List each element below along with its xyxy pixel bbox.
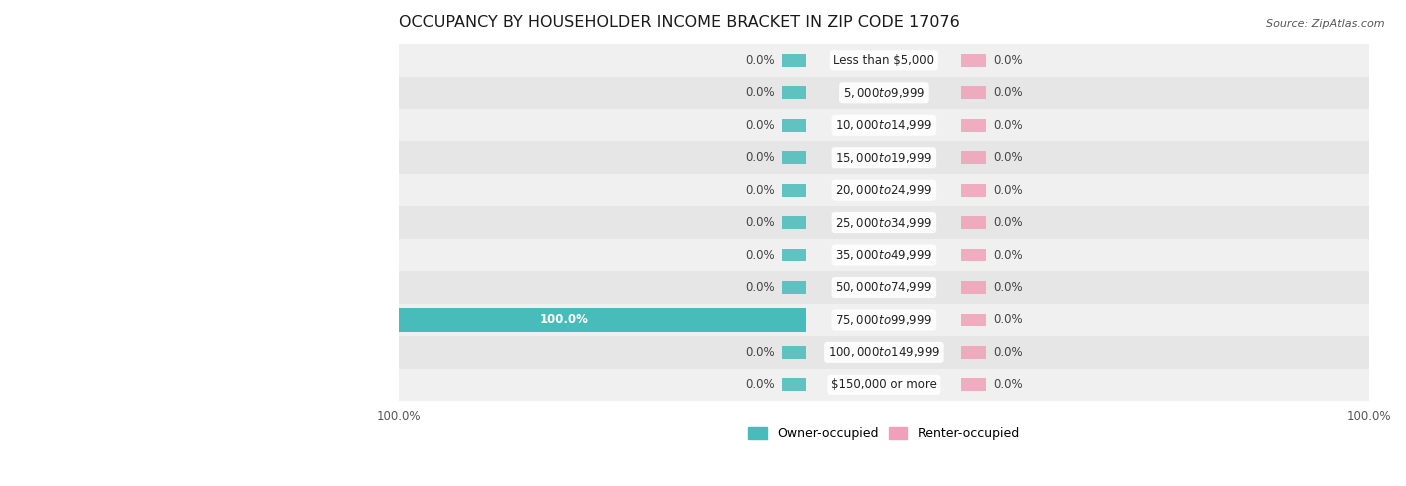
Text: $10,000 to $14,999: $10,000 to $14,999 xyxy=(835,118,932,132)
Bar xyxy=(782,346,806,359)
Text: 0.0%: 0.0% xyxy=(993,216,1022,229)
Text: 0.0%: 0.0% xyxy=(993,54,1022,67)
Bar xyxy=(962,151,986,164)
Text: $20,000 to $24,999: $20,000 to $24,999 xyxy=(835,183,932,197)
Text: $15,000 to $19,999: $15,000 to $19,999 xyxy=(835,151,932,165)
Bar xyxy=(962,119,986,132)
Text: 0.0%: 0.0% xyxy=(745,248,775,261)
Bar xyxy=(399,336,1369,368)
Text: 0.0%: 0.0% xyxy=(993,281,1022,294)
Text: 0.0%: 0.0% xyxy=(745,119,775,132)
Bar xyxy=(322,308,806,331)
Text: 0.0%: 0.0% xyxy=(745,378,775,391)
Text: 0.0%: 0.0% xyxy=(993,119,1022,132)
Text: $100,000 to $149,999: $100,000 to $149,999 xyxy=(828,346,941,359)
Text: 0.0%: 0.0% xyxy=(745,54,775,67)
Bar xyxy=(782,54,806,67)
Text: $35,000 to $49,999: $35,000 to $49,999 xyxy=(835,248,932,262)
Bar xyxy=(399,271,1369,304)
Bar xyxy=(399,239,1369,271)
Bar xyxy=(962,379,986,391)
Bar xyxy=(399,77,1369,109)
Bar xyxy=(399,141,1369,174)
Bar xyxy=(962,54,986,67)
Text: 0.0%: 0.0% xyxy=(993,248,1022,261)
Bar xyxy=(782,379,806,391)
Bar xyxy=(399,368,1369,401)
Text: $5,000 to $9,999: $5,000 to $9,999 xyxy=(842,86,925,100)
Text: $150,000 or more: $150,000 or more xyxy=(831,378,936,391)
Text: 0.0%: 0.0% xyxy=(993,346,1022,359)
Text: 0.0%: 0.0% xyxy=(993,378,1022,391)
Bar xyxy=(962,184,986,196)
Bar xyxy=(782,184,806,196)
Text: $50,000 to $74,999: $50,000 to $74,999 xyxy=(835,280,932,295)
Bar xyxy=(399,109,1369,141)
Bar xyxy=(782,249,806,261)
Text: 0.0%: 0.0% xyxy=(745,87,775,99)
Text: $25,000 to $34,999: $25,000 to $34,999 xyxy=(835,216,932,229)
Text: 0.0%: 0.0% xyxy=(745,184,775,197)
Text: 0.0%: 0.0% xyxy=(993,184,1022,197)
Bar xyxy=(962,281,986,294)
Text: 0.0%: 0.0% xyxy=(745,216,775,229)
Bar xyxy=(399,207,1369,239)
Bar xyxy=(782,216,806,229)
Bar xyxy=(962,87,986,99)
Text: 0.0%: 0.0% xyxy=(745,151,775,164)
Text: 0.0%: 0.0% xyxy=(745,281,775,294)
Text: 100.0%: 100.0% xyxy=(55,313,104,327)
Bar xyxy=(399,304,1369,336)
Bar xyxy=(962,313,986,327)
Bar xyxy=(782,151,806,164)
Bar xyxy=(399,174,1369,207)
Bar xyxy=(782,281,806,294)
Bar xyxy=(962,249,986,261)
Text: Less than $5,000: Less than $5,000 xyxy=(834,54,935,67)
Text: Source: ZipAtlas.com: Source: ZipAtlas.com xyxy=(1267,19,1385,30)
Bar xyxy=(399,44,1369,77)
Text: 0.0%: 0.0% xyxy=(993,313,1022,327)
Text: OCCUPANCY BY HOUSEHOLDER INCOME BRACKET IN ZIP CODE 17076: OCCUPANCY BY HOUSEHOLDER INCOME BRACKET … xyxy=(399,15,960,30)
Bar xyxy=(962,216,986,229)
Text: $75,000 to $99,999: $75,000 to $99,999 xyxy=(835,313,932,327)
Legend: Owner-occupied, Renter-occupied: Owner-occupied, Renter-occupied xyxy=(744,422,1025,445)
Bar xyxy=(962,346,986,359)
Text: 0.0%: 0.0% xyxy=(993,151,1022,164)
Text: 0.0%: 0.0% xyxy=(993,87,1022,99)
Text: 0.0%: 0.0% xyxy=(745,346,775,359)
Bar xyxy=(782,119,806,132)
Text: 100.0%: 100.0% xyxy=(540,313,588,327)
Bar xyxy=(782,87,806,99)
